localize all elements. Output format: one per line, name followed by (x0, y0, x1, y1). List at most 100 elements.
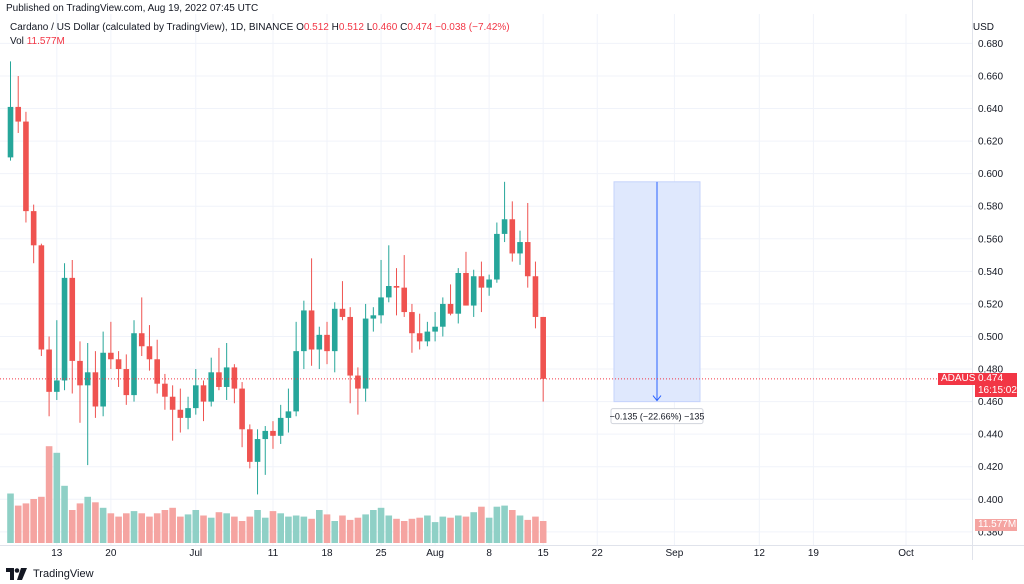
measure-arrow-head (652, 395, 662, 402)
high-label: H (331, 22, 339, 33)
candle-body (301, 310, 307, 352)
change-value: −0.038 (−7.42%) (435, 22, 510, 33)
volume-bar (501, 505, 508, 543)
candle-body (46, 349, 52, 392)
volume-bar (385, 515, 393, 543)
x-tick-label: 25 (375, 548, 387, 559)
last-price-badge: 0.474 (975, 372, 1017, 385)
candle-body (540, 316, 546, 379)
volume-bar (207, 517, 215, 543)
candle-body (231, 367, 238, 389)
volume-bar (169, 507, 176, 543)
candle-body (185, 408, 191, 418)
x-tick-label: 11 (268, 548, 279, 559)
volume-bar (408, 518, 416, 543)
y-tick-label: 0.460 (978, 397, 1003, 408)
volume-bar (478, 506, 485, 543)
volume-bar (532, 516, 539, 543)
volume-bar (493, 506, 501, 543)
volume-bar (516, 515, 524, 543)
volume-value: 11.577M (26, 36, 65, 47)
volume-bar (300, 516, 308, 543)
candle-body (123, 369, 130, 396)
candle-body (362, 318, 369, 389)
candle-body (61, 277, 68, 381)
volume-bar (231, 516, 238, 543)
tradingview-logo-icon (6, 568, 27, 580)
candle-body (92, 372, 99, 407)
volume-bar (215, 512, 223, 543)
candle-body (455, 272, 462, 314)
volume-bar (99, 507, 107, 543)
volume-bar (107, 513, 115, 543)
volume-bar (292, 515, 300, 543)
volume-bar (400, 521, 408, 543)
candle-body (409, 312, 415, 334)
volume-bar (539, 521, 547, 543)
candle-body (324, 334, 330, 352)
candle-body (208, 372, 215, 402)
published-caption: Published on TradingView.com, Aug 19, 20… (6, 3, 259, 14)
low-value: 0.460 (372, 22, 398, 33)
candle-body (524, 242, 531, 277)
x-tick-label: 13 (51, 548, 63, 559)
candle-body (223, 367, 230, 387)
currency-label: USD (972, 22, 994, 33)
candle-body (131, 333, 137, 396)
x-tick-label: 19 (808, 548, 820, 559)
volume-bar (61, 485, 68, 543)
candle-body (100, 352, 106, 407)
candle-body (247, 429, 253, 462)
volume-bar (269, 511, 277, 543)
candle-body (532, 276, 539, 317)
low-label: L (366, 22, 373, 33)
volume-bar (323, 514, 331, 543)
x-tick-label: Jul (189, 548, 202, 559)
symbol-legend: Cardano / US Dollar (calculated by Tradi… (10, 21, 510, 48)
candle-body (7, 106, 14, 158)
candle-body (385, 286, 392, 298)
candle-body (463, 272, 469, 306)
y-tick-label: 0.420 (978, 462, 1003, 473)
y-tick-label: 0.400 (978, 495, 1003, 506)
volume-bar (470, 512, 477, 543)
candle-body (509, 219, 516, 254)
candle-body (270, 430, 276, 436)
volume-bar (123, 513, 130, 543)
candle-body (447, 303, 454, 314)
x-tick-label: 15 (538, 548, 550, 559)
x-tick-label: Aug (426, 548, 444, 559)
y-tick-label: 0.440 (978, 430, 1003, 441)
candle-body (15, 106, 22, 122)
candle-body (38, 245, 45, 350)
y-tick-label: 0.660 (978, 71, 1003, 82)
volume-bar (416, 517, 423, 543)
candle-body (169, 396, 176, 410)
volume-bar (7, 493, 14, 543)
volume-bar (22, 503, 30, 543)
candle-body (355, 375, 361, 389)
volume-bar (38, 496, 45, 543)
volume-bar (377, 507, 385, 543)
volume-bar (424, 515, 431, 543)
volume-bar (431, 522, 439, 543)
volume-bar (439, 516, 447, 543)
volume-bar (84, 496, 91, 543)
candle-body (331, 308, 338, 352)
candle-body (77, 360, 83, 386)
candle-body (146, 346, 153, 360)
volume-label: Vol (10, 36, 24, 47)
candle-body (216, 372, 222, 387)
volume-bar (524, 519, 532, 543)
y-tick-label: 0.600 (978, 169, 1003, 180)
candle-body (154, 359, 160, 384)
candle-body (486, 279, 492, 288)
candle-body (254, 439, 261, 462)
candle-body (108, 352, 114, 360)
volume-bar (177, 516, 184, 543)
y-tick-label: 0.380 (978, 527, 1003, 538)
volume-bar (223, 513, 230, 543)
bar-countdown-badge: 16:15:02 (975, 384, 1017, 397)
last-price-ticker-badge: ADAUSD (938, 372, 986, 385)
